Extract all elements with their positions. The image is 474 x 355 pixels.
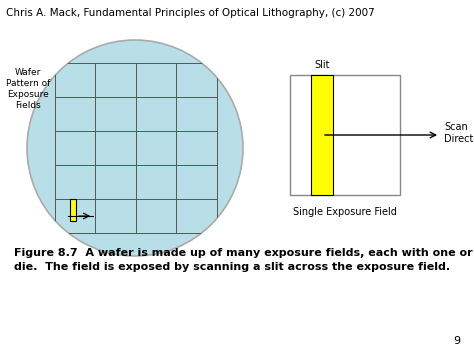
Bar: [311, 75, 333, 195]
Text: Chris A. Mack, Fundamental Principles of Optical Lithography, (c) 2007: Chris A. Mack, Fundamental Principles of…: [6, 8, 375, 18]
Text: Slit: Slit: [314, 60, 330, 70]
Text: 9: 9: [453, 336, 460, 346]
Circle shape: [27, 40, 243, 256]
Text: Single Exposure Field: Single Exposure Field: [293, 207, 397, 217]
Bar: [70, 199, 76, 221]
Text: Wafer
Pattern of
Exposure
Fields: Wafer Pattern of Exposure Fields: [6, 68, 50, 110]
Text: Scan
Direction: Scan Direction: [444, 122, 474, 144]
Text: Figure 8.7  A wafer is made up of many exposure fields, each with one or more
di: Figure 8.7 A wafer is made up of many ex…: [14, 248, 474, 272]
Bar: [290, 75, 400, 195]
